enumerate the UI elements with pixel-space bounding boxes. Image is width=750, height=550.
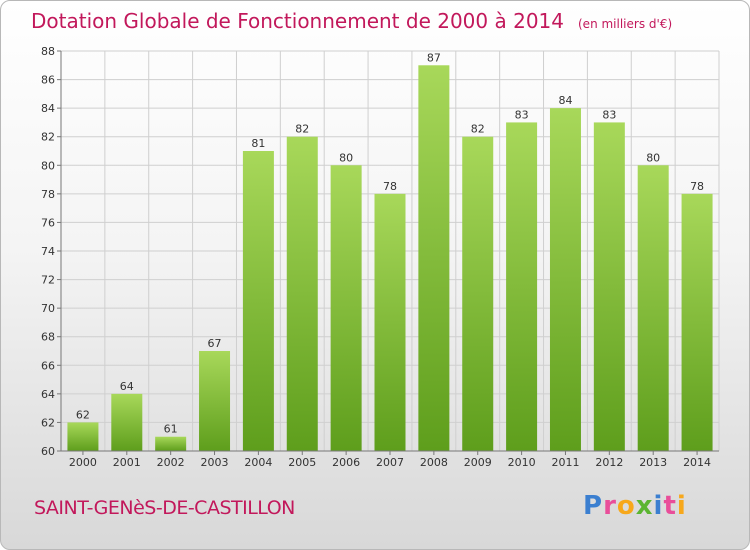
data-label: 64 — [120, 380, 134, 393]
x-tick-label: 2008 — [420, 456, 448, 469]
chart-unit: (en milliers d'€) — [578, 17, 673, 31]
logo-letter: o — [616, 491, 636, 521]
chart-title: Dotation Globale de Fonctionnement de 20… — [31, 9, 672, 33]
y-tick-label: 86 — [41, 74, 55, 87]
bar — [462, 136, 494, 451]
x-tick-label: 2001 — [113, 456, 141, 469]
x-tick-label: 2009 — [464, 456, 492, 469]
axes: 60 62 64 66 68 70 72 74 76 78 80 82 84 86 88 2000 2001 20… — [41, 45, 719, 469]
y-tick-label: 84 — [41, 102, 55, 115]
logo-letter: r — [603, 491, 617, 521]
data-label: 83 — [602, 108, 616, 121]
y-tick-label: 74 — [41, 245, 55, 258]
bar — [67, 422, 99, 451]
data-labels: 62 64 61 67 81 82 80 78 87 82 83 84 83 80 78 — [76, 51, 704, 435]
bar — [199, 351, 231, 451]
data-label: 81 — [251, 137, 265, 150]
bar — [593, 122, 625, 451]
x-tick-label: 2004 — [244, 456, 272, 469]
logo-letter: P — [583, 491, 604, 521]
data-label: 67 — [208, 337, 222, 350]
y-tick-label: 66 — [41, 359, 55, 372]
x-tick-label: 2012 — [595, 456, 623, 469]
data-label: 83 — [515, 108, 529, 121]
data-label: 78 — [383, 180, 397, 193]
bar — [286, 136, 318, 451]
bar — [242, 151, 274, 451]
y-tick-label: 60 — [41, 445, 55, 458]
bar — [155, 436, 187, 451]
bar — [506, 122, 538, 451]
y-tick-label: 70 — [41, 302, 55, 315]
bar — [637, 165, 669, 452]
x-tick-label: 2011 — [551, 456, 579, 469]
y-tick-label: 76 — [41, 216, 55, 229]
data-label: 80 — [646, 151, 660, 164]
y-tick-label: 72 — [41, 274, 55, 287]
y-tick-label: 78 — [41, 188, 55, 201]
bar — [549, 108, 581, 452]
data-label: 78 — [690, 180, 704, 193]
bars — [67, 65, 713, 452]
y-tick-label: 64 — [41, 388, 55, 401]
bar — [374, 193, 406, 451]
data-label: 61 — [164, 423, 178, 436]
x-tick-label: 2013 — [639, 456, 667, 469]
logo-letter: t — [663, 491, 677, 521]
logo-letter: i — [676, 491, 687, 521]
bar — [418, 65, 450, 452]
bar — [330, 165, 362, 452]
data-label: 87 — [427, 51, 441, 64]
logo-letter: x — [635, 491, 654, 521]
bar — [111, 393, 143, 451]
y-tick-label: 68 — [41, 331, 55, 344]
x-tick-label: 2006 — [332, 456, 360, 469]
x-tick-label: 2010 — [508, 456, 536, 469]
proxiti-logo[interactable]: Proxiti — [583, 491, 687, 521]
x-tick-label: 2005 — [288, 456, 316, 469]
data-label: 82 — [295, 123, 309, 136]
x-tick-label: 2002 — [157, 456, 185, 469]
x-tick-label: 2014 — [683, 456, 711, 469]
data-label: 84 — [558, 94, 572, 107]
y-tick-label: 88 — [41, 45, 55, 58]
chart-title-text: Dotation Globale de Fonctionnement de 20… — [31, 9, 564, 33]
logo-letter: i — [653, 491, 664, 521]
y-tick-label: 82 — [41, 131, 55, 144]
commune-name: SAINT-GENèS-DE-CASTILLON — [34, 497, 295, 519]
y-tick-label: 62 — [41, 416, 55, 429]
x-tick-label: 2000 — [69, 456, 97, 469]
x-tick-label: 2003 — [201, 456, 229, 469]
data-label: 80 — [339, 151, 353, 164]
data-label: 62 — [76, 408, 90, 421]
x-tick-label: 2007 — [376, 456, 404, 469]
bar — [681, 193, 713, 451]
y-tick-label: 80 — [41, 159, 55, 172]
data-label: 82 — [471, 123, 485, 136]
